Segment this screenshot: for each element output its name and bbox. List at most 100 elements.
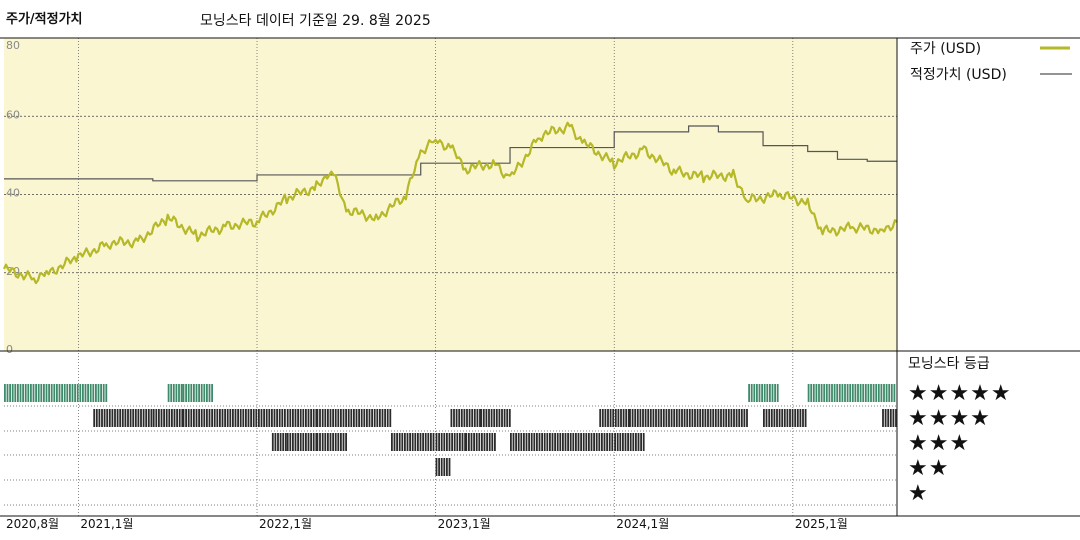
rating-tick — [208, 384, 211, 402]
rating-tick — [182, 409, 185, 427]
rating-tick — [503, 409, 506, 427]
rating-tick — [329, 409, 332, 427]
rating-tick — [595, 433, 598, 451]
rating-tick — [859, 384, 862, 402]
rating-tick — [337, 409, 340, 427]
rating-tick — [720, 409, 722, 427]
rating-tick — [475, 433, 478, 451]
rating-tick — [299, 433, 302, 451]
rating-tick — [867, 384, 870, 402]
rating-4-period-4 — [316, 409, 392, 427]
rating-tick — [541, 433, 543, 451]
rating-tick — [491, 433, 494, 451]
rating-tick — [889, 409, 892, 427]
rating-tick — [6, 384, 9, 402]
x-tick-label-3: 2023,1월 — [438, 517, 491, 531]
rating-tick — [451, 433, 453, 451]
rating-tick — [337, 433, 340, 451]
rating-tick — [160, 409, 163, 427]
rating-tick — [812, 384, 815, 402]
rating-tick — [211, 409, 213, 427]
rating-tick — [580, 433, 582, 451]
rating-tick — [644, 409, 647, 427]
rating-tick — [627, 433, 629, 451]
rating-4-period-10 — [882, 409, 897, 427]
rating-tick — [486, 433, 488, 451]
rating-tick — [709, 409, 712, 427]
rating-tick — [30, 384, 32, 402]
rating-tick — [699, 409, 702, 427]
rating-tick — [567, 433, 569, 451]
rating-tick — [401, 433, 404, 451]
rating-tick — [649, 409, 652, 427]
rating-tick — [58, 384, 61, 402]
rating-5-stars: ★★★★★ — [908, 381, 1012, 406]
rating-tick — [608, 433, 611, 451]
rating-tick — [799, 409, 802, 427]
rating-tick — [520, 433, 523, 451]
rating-tick — [773, 409, 776, 427]
rating-tick — [106, 409, 109, 427]
rating-tick — [142, 409, 145, 427]
rating-tick — [381, 409, 384, 427]
y-tick-label-40: 40 — [6, 187, 20, 200]
rating-tick — [274, 433, 277, 451]
rating-tick — [284, 433, 287, 451]
rating-tick — [213, 409, 216, 427]
rating-tick — [712, 409, 715, 427]
rating-tick — [590, 433, 593, 451]
rating-tick — [769, 384, 771, 402]
rating-tick — [63, 384, 66, 402]
rating-tick — [493, 409, 496, 427]
rating-tick — [102, 384, 105, 402]
rating-tick — [488, 433, 491, 451]
rating-history-bars — [4, 384, 897, 476]
rating-tick — [221, 409, 224, 427]
rating-tick — [458, 409, 461, 427]
rating-tick — [206, 384, 208, 402]
rating-tick — [297, 433, 299, 451]
rating-tick — [424, 433, 427, 451]
rating-tick — [145, 409, 148, 427]
rating-tick — [877, 384, 880, 402]
rating-tick — [198, 384, 200, 402]
rating-tick — [95, 409, 98, 427]
rating-tick — [601, 409, 604, 427]
rating-tick — [546, 433, 549, 451]
rating-tick — [495, 409, 498, 427]
rating-tick — [883, 384, 885, 402]
rating-5-period-3 — [748, 384, 779, 402]
rating-tick — [312, 433, 315, 451]
rating-tick — [620, 409, 622, 427]
rating-tick — [289, 409, 292, 427]
rating-tick — [647, 409, 650, 427]
rating-tick — [468, 409, 471, 427]
rating-tick — [305, 409, 307, 427]
rating-tick — [278, 409, 281, 427]
rating-tick — [347, 409, 350, 427]
rating-tick — [87, 384, 89, 402]
rating-tick — [427, 433, 430, 451]
rating-tick — [575, 433, 577, 451]
rating-tick — [872, 384, 875, 402]
rating-tick — [498, 409, 501, 427]
rating-tick — [389, 409, 392, 427]
rating-tick — [766, 384, 769, 402]
rating-tick — [273, 409, 276, 427]
fair-value-line — [4, 125, 897, 182]
rating-tick — [480, 409, 483, 427]
rating-tick — [804, 409, 807, 427]
rating-tick — [203, 409, 206, 427]
rating-tick — [268, 409, 271, 427]
rating-tick — [688, 409, 691, 427]
rating-tick — [286, 433, 289, 451]
rating-tick — [277, 433, 279, 451]
rating-tick — [152, 409, 155, 427]
rating-tick — [226, 409, 229, 427]
rating-tick — [100, 384, 102, 402]
rating-tick — [887, 409, 890, 427]
rating-4-period-7 — [599, 409, 630, 427]
rating-tick — [564, 433, 567, 451]
rating-tick — [446, 433, 448, 451]
